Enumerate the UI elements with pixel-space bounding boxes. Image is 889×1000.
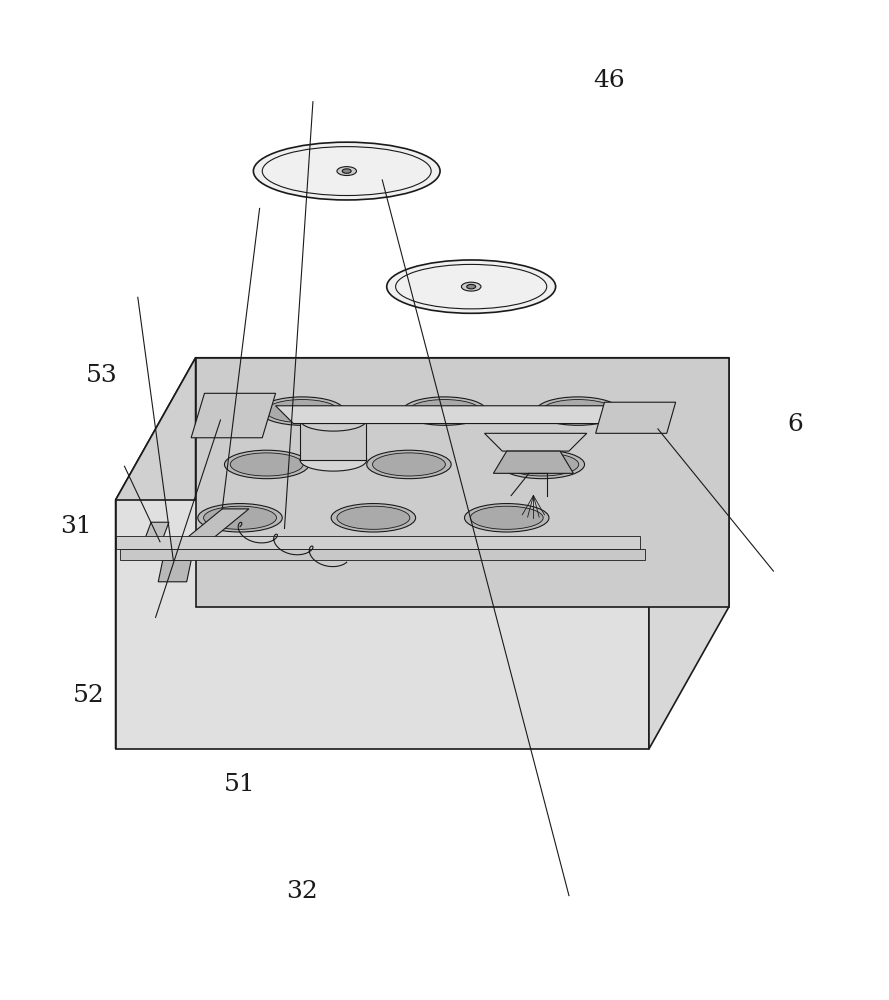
Ellipse shape [331, 504, 416, 532]
Ellipse shape [197, 504, 282, 532]
Ellipse shape [266, 400, 339, 423]
Ellipse shape [367, 450, 451, 479]
Polygon shape [596, 402, 676, 433]
Ellipse shape [408, 400, 481, 423]
Polygon shape [116, 500, 649, 749]
Ellipse shape [467, 284, 476, 289]
Ellipse shape [342, 169, 351, 173]
Polygon shape [138, 540, 293, 553]
Polygon shape [485, 433, 587, 451]
Polygon shape [120, 549, 645, 560]
Ellipse shape [506, 453, 579, 476]
Ellipse shape [470, 506, 543, 529]
Ellipse shape [387, 260, 556, 313]
Ellipse shape [464, 504, 549, 532]
Text: 52: 52 [73, 684, 105, 707]
Ellipse shape [253, 142, 440, 200]
Polygon shape [300, 420, 366, 460]
Ellipse shape [372, 453, 445, 476]
Ellipse shape [224, 450, 308, 479]
Polygon shape [116, 358, 729, 500]
Ellipse shape [402, 397, 487, 425]
Ellipse shape [337, 167, 356, 176]
Polygon shape [138, 522, 169, 558]
Text: 51: 51 [224, 773, 256, 796]
Ellipse shape [461, 282, 481, 291]
Ellipse shape [204, 506, 276, 529]
Ellipse shape [500, 450, 585, 479]
Ellipse shape [260, 397, 345, 425]
Ellipse shape [337, 506, 410, 529]
Polygon shape [116, 358, 196, 749]
Ellipse shape [230, 453, 303, 476]
Ellipse shape [535, 397, 620, 425]
Text: 53: 53 [86, 364, 118, 387]
Polygon shape [173, 509, 249, 549]
Polygon shape [196, 358, 729, 607]
Text: 6: 6 [788, 413, 804, 436]
Polygon shape [116, 536, 640, 549]
Ellipse shape [300, 409, 366, 431]
Polygon shape [276, 406, 622, 424]
Ellipse shape [300, 449, 366, 471]
Polygon shape [649, 358, 729, 749]
Text: 46: 46 [593, 69, 625, 92]
Text: 32: 32 [286, 880, 318, 903]
Polygon shape [191, 393, 276, 438]
Polygon shape [493, 451, 573, 473]
Ellipse shape [541, 400, 614, 423]
Polygon shape [158, 560, 191, 582]
Text: 31: 31 [60, 515, 92, 538]
